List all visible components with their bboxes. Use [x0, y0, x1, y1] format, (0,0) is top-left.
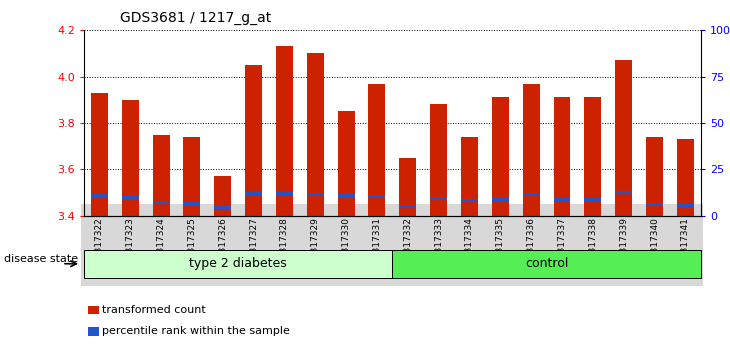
- Bar: [307, 193, 323, 196]
- Bar: [430, 198, 447, 200]
- Bar: [553, 97, 570, 216]
- Bar: [585, 97, 602, 216]
- Bar: [523, 84, 539, 216]
- Bar: [91, 93, 108, 216]
- Text: disease state: disease state: [4, 255, 78, 264]
- Text: transformed count: transformed count: [102, 305, 206, 315]
- Bar: [245, 192, 262, 195]
- Bar: [215, 206, 231, 209]
- Bar: [585, 198, 602, 201]
- Bar: [461, 199, 478, 202]
- Bar: [122, 196, 139, 199]
- Bar: [492, 198, 509, 201]
- Bar: [677, 139, 694, 216]
- Bar: [183, 202, 200, 205]
- Bar: [183, 137, 200, 216]
- Text: GDS3681 / 1217_g_at: GDS3681 / 1217_g_at: [120, 11, 272, 25]
- Bar: [245, 65, 262, 216]
- Bar: [153, 201, 169, 205]
- Bar: [553, 198, 570, 201]
- Bar: [338, 112, 355, 216]
- Bar: [646, 137, 663, 216]
- Bar: [615, 192, 632, 194]
- Bar: [307, 53, 323, 216]
- Bar: [430, 104, 447, 216]
- Bar: [91, 194, 108, 198]
- Bar: [276, 46, 293, 216]
- Bar: [122, 100, 139, 216]
- Bar: [215, 176, 231, 216]
- Bar: [523, 193, 539, 196]
- Text: type 2 diabetes: type 2 diabetes: [189, 257, 287, 270]
- Bar: [153, 135, 169, 216]
- Bar: [369, 195, 385, 198]
- Text: control: control: [525, 257, 568, 270]
- Bar: [615, 60, 632, 216]
- Bar: [492, 97, 509, 216]
- Bar: [399, 158, 416, 216]
- Bar: [338, 194, 355, 197]
- Text: percentile rank within the sample: percentile rank within the sample: [102, 326, 290, 336]
- Bar: [461, 137, 478, 216]
- Bar: [677, 204, 694, 207]
- Bar: [399, 205, 416, 209]
- Bar: [276, 192, 293, 195]
- Bar: [646, 202, 663, 206]
- Bar: [369, 84, 385, 216]
